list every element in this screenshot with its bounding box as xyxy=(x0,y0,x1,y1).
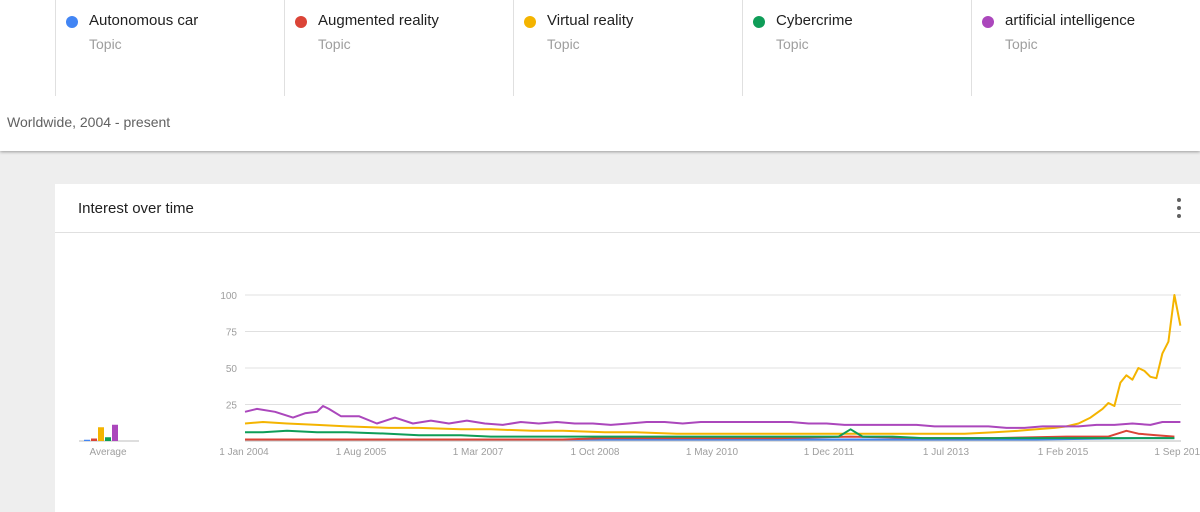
series-line-virtual-reality xyxy=(244,294,1182,435)
average-bar xyxy=(112,424,118,441)
region-time-label[interactable]: Worldwide, 2004 - present xyxy=(7,114,171,130)
series-color-dot xyxy=(66,16,78,28)
y-tick-label: 100 xyxy=(220,291,237,302)
interest-over-time-chart: 25 50 75 100 Average 1 Jan 2004 1 Aug 2005 1 … xyxy=(79,291,1200,458)
series-color-dot xyxy=(295,16,307,28)
x-tick-label: 1 Dec 2011 xyxy=(804,447,855,458)
term-type: Topic xyxy=(547,36,580,52)
term-cybercrime[interactable]: Cybercrime Topic xyxy=(742,0,971,96)
interest-over-time-card: Interest over time 25 50 75 100 Average 1 J… xyxy=(55,184,1200,512)
x-tick-label: 1 Jul 2013 xyxy=(923,447,970,458)
y-tick-label: 25 xyxy=(226,401,238,412)
term-name: Autonomous car xyxy=(89,12,199,29)
x-tick-label: 1 Mar 2007 xyxy=(453,447,504,458)
x-tick-label: 1 Jan 2004 xyxy=(219,447,269,458)
card-header: Interest over time xyxy=(55,184,1200,233)
term-name: Cybercrime xyxy=(776,12,853,29)
term-virtual-reality[interactable]: Virtual reality Topic xyxy=(513,0,742,96)
x-tick-label: 1 Sep 2016 xyxy=(1154,447,1200,458)
series-line-artificial-intelligence xyxy=(244,405,1181,429)
term-list: Autonomous car Topic Augmented reality T… xyxy=(55,0,1200,96)
search-terms-panel: Autonomous car Topic Augmented reality T… xyxy=(0,0,1200,151)
term-type: Topic xyxy=(1005,36,1038,52)
x-tick-label: 1 May 2010 xyxy=(686,447,739,458)
x-tick-label: 1 Feb 2015 xyxy=(1038,447,1089,458)
card-title: Interest over time xyxy=(78,200,194,217)
term-type: Topic xyxy=(776,36,809,52)
series-color-dot xyxy=(982,16,994,28)
term-autonomous-car[interactable]: Autonomous car Topic xyxy=(55,0,284,96)
term-artificial-intelligence[interactable]: artificial intelligence Topic xyxy=(971,0,1200,96)
term-augmented-reality[interactable]: Augmented reality Topic xyxy=(284,0,513,96)
term-type: Topic xyxy=(89,36,122,52)
y-tick-label: 75 xyxy=(226,328,238,339)
term-name: artificial intelligence xyxy=(1005,12,1136,29)
term-type: Topic xyxy=(318,36,351,52)
series-color-dot xyxy=(753,16,765,28)
average-bar xyxy=(91,438,97,441)
average-bar xyxy=(105,437,111,441)
term-name: Augmented reality xyxy=(318,12,439,29)
more-options-icon[interactable] xyxy=(1174,198,1184,218)
series-color-dot xyxy=(524,16,536,28)
term-name: Virtual reality xyxy=(547,12,634,29)
average-bar xyxy=(84,439,90,441)
average-label: Average xyxy=(89,447,127,458)
x-tick-label: 1 Aug 2005 xyxy=(336,447,387,458)
series-line-cybercrime xyxy=(245,428,1175,440)
average-bar xyxy=(98,427,104,441)
x-tick-label: 1 Oct 2008 xyxy=(571,447,620,458)
y-tick-label: 50 xyxy=(226,364,238,375)
